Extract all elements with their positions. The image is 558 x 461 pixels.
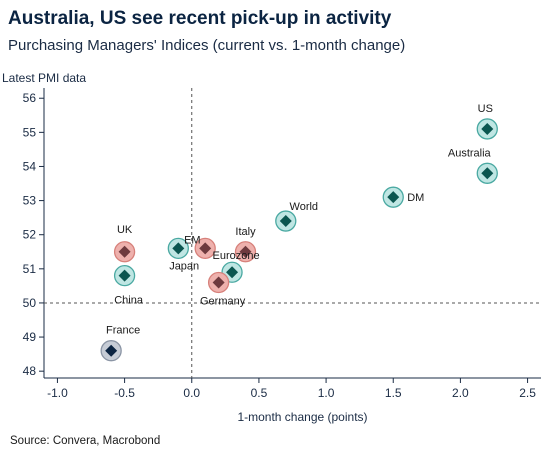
chart-title: Australia, US see recent pick-up in acti…: [8, 8, 392, 29]
y-axis-label: Latest PMI data: [2, 71, 86, 85]
point-marker-australia: [481, 167, 494, 180]
point-marker-eurozone: [226, 266, 239, 279]
point-marker-japan: [199, 242, 212, 255]
x-tick-label: 0.0: [183, 386, 200, 400]
y-tick-label: 55: [23, 125, 37, 139]
point-label-france: France: [106, 325, 140, 337]
point-marker-italy: [239, 245, 252, 258]
point-marker-em: [172, 242, 185, 255]
y-tick-label: 54: [23, 159, 37, 173]
point-label-eurozone: Eurozone: [213, 250, 260, 262]
y-tick-label: 56: [23, 91, 37, 105]
point-label-uk: UK: [117, 224, 133, 236]
point-label-world: World: [290, 201, 319, 213]
point-marker-us: [481, 122, 494, 135]
y-tick-label: 53: [23, 194, 37, 208]
reference-lines: [44, 88, 541, 378]
y-tick-label: 50: [23, 296, 37, 310]
point-marker-uk: [118, 245, 131, 258]
point-label-germany: Germany: [200, 295, 246, 307]
x-tick-label: 1.5: [385, 386, 402, 400]
x-tick-label: 2.5: [519, 386, 536, 400]
x-tick-label: 0.5: [251, 386, 268, 400]
point-label-china: China: [114, 295, 144, 307]
x-tick-label: -0.5: [114, 386, 135, 400]
point-marker-germany: [212, 276, 225, 289]
y-tick-label: 49: [23, 330, 37, 344]
y-tick-label: 48: [23, 364, 37, 378]
point-labels: US Australia DM World EM Eurozone China UK Italy…: [106, 103, 493, 337]
data-points: [100, 118, 498, 362]
chart-subtitle: Purchasing Managers' Indices (current vs…: [8, 37, 406, 54]
y-tick-label: 52: [23, 228, 37, 242]
source-note: Source: Convera, Macrobond: [10, 435, 161, 447]
point-marker-china: [118, 269, 131, 282]
point-marker-dm: [387, 191, 400, 204]
point-label-dm: DM: [407, 192, 424, 204]
x-tick-label: 1.0: [318, 386, 335, 400]
axes: -1.0 -0.5 0.0 0.5 1.0 1.5 2.0 2.5 48 49 50 51 52 53 54…: [2, 71, 541, 424]
point-label-em: EM: [184, 234, 201, 246]
point-label-australia: Australia: [448, 147, 492, 159]
point-label-us: US: [478, 103, 493, 115]
x-tick-label: -1.0: [47, 386, 68, 400]
point-label-japan: Japan: [169, 260, 199, 272]
y-tick-label: 51: [23, 262, 37, 276]
point-marker-france: [105, 344, 118, 357]
point-marker-world: [279, 215, 292, 228]
point-label-italy: Italy: [235, 226, 256, 238]
x-tick-label: 2.0: [452, 386, 469, 400]
x-axis-label: 1-month change (points): [237, 410, 367, 424]
